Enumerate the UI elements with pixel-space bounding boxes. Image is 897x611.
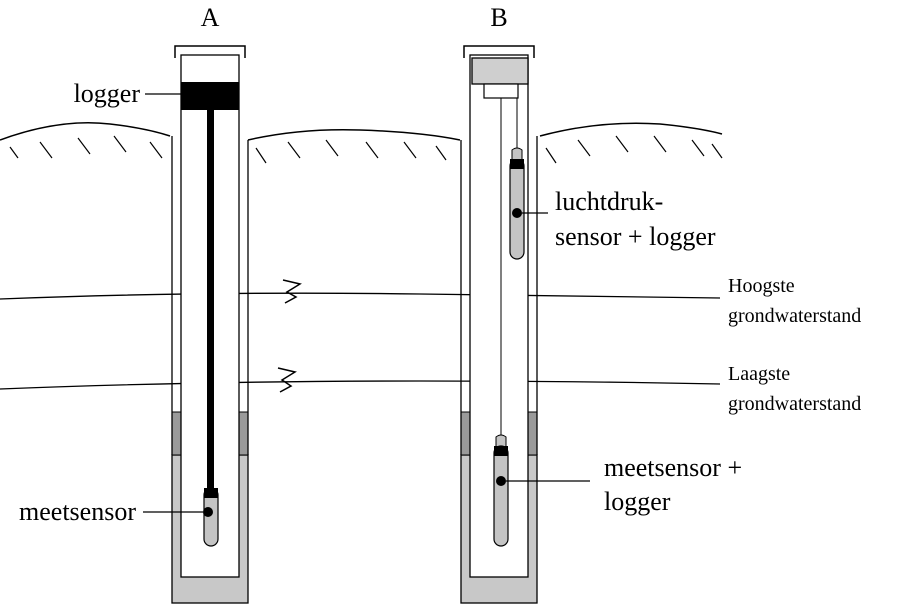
well-b-baro-sensor-dot [512, 208, 522, 218]
label-meetsensor: meetsensor [19, 497, 136, 526]
well-b-meas-sensor-dot [496, 476, 506, 486]
well-a-sensor-top [204, 488, 218, 498]
well-b-title: B [490, 3, 507, 32]
well-a-seal-left [171, 411, 182, 456]
well-b-meas-sensor-top [494, 446, 508, 456]
label-laagste-line1: Laagste [728, 363, 790, 385]
label-hoogste-line1: Hoogste [728, 275, 795, 297]
label-hoogste-line2: grondwaterstand [728, 305, 861, 327]
well-b-cap [463, 45, 535, 58]
well-b-hanger [483, 83, 519, 99]
ground-hatching-left [9, 135, 163, 159]
well-b-cap-block [471, 57, 529, 85]
well-b-meas-sensor-body [493, 445, 509, 547]
ground-surface-left [0, 121, 171, 141]
label-meetsensor-logger-line1: meetsensor + [604, 453, 742, 482]
well-a-cap [174, 45, 246, 58]
ground-hatching-right [545, 135, 723, 164]
label-meetsensor-logger-line2: logger [604, 487, 671, 516]
well-a-title: A [201, 3, 220, 32]
well-b [460, 45, 538, 604]
highest-groundwater-line [0, 292, 721, 300]
well-a-cable-rod [207, 110, 214, 488]
well-a-logger-block [181, 82, 239, 110]
water-level-symbol-low [277, 367, 297, 393]
ground-hatching-middle [255, 139, 447, 164]
well-b-seal-right [527, 411, 538, 456]
well-b-seal-left [460, 411, 471, 456]
label-luchtdruk-line1: luchtdruk- [555, 187, 663, 216]
water-level-symbol-high [282, 279, 302, 304]
lowest-groundwater-line [0, 380, 721, 390]
ground-surface-middle [247, 128, 461, 141]
well-a-sensor-dot [203, 507, 213, 517]
well-a [171, 45, 249, 604]
ground-surface-right [539, 122, 723, 137]
well-b-meas-sensor-cap [495, 434, 507, 446]
well-b-baro-sensor-top [510, 159, 524, 169]
label-laagste-line2: grondwaterstand [728, 393, 861, 415]
well-a-seal-right [238, 411, 249, 456]
label-logger: logger [74, 79, 141, 108]
label-luchtdruk-line2: sensor + logger [555, 222, 716, 251]
well-b-baro-sensor-cap [511, 147, 523, 159]
